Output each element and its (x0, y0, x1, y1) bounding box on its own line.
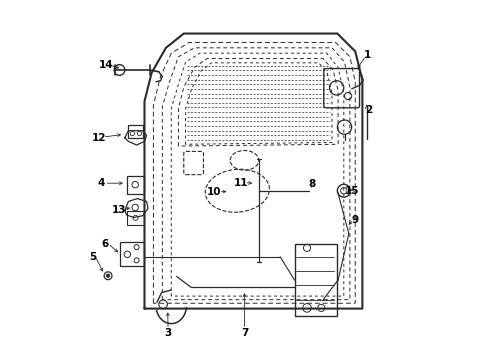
Text: 12: 12 (92, 133, 106, 143)
Text: 7: 7 (240, 328, 248, 338)
Bar (126, 176, 143, 194)
Bar (120, 242, 144, 266)
Text: 10: 10 (207, 187, 221, 197)
Text: 9: 9 (351, 215, 358, 225)
Text: 3: 3 (164, 328, 171, 338)
Text: 5: 5 (88, 252, 96, 262)
Bar (128, 125, 142, 138)
Text: 13: 13 (112, 204, 126, 215)
Bar (294, 244, 337, 316)
Text: 2: 2 (365, 105, 372, 115)
Bar (126, 211, 144, 225)
Text: 8: 8 (308, 179, 315, 189)
Circle shape (106, 274, 110, 278)
Text: 4: 4 (98, 178, 105, 188)
Text: 6: 6 (101, 239, 108, 249)
Text: 14: 14 (99, 60, 113, 69)
Text: 1: 1 (364, 50, 370, 60)
Text: 15: 15 (344, 186, 358, 196)
Text: 11: 11 (233, 178, 247, 188)
